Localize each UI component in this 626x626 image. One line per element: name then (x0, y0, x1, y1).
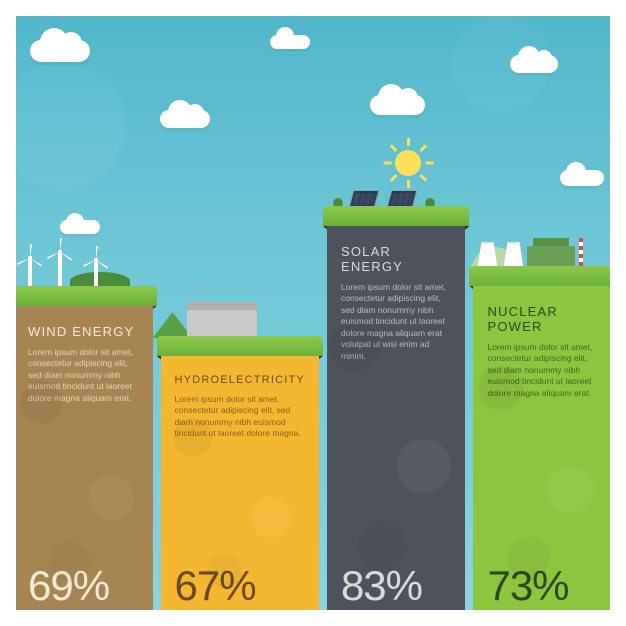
scene-solar (323, 178, 470, 226)
bar-body: Lorem ipsum dolor sit amet, consectetur … (175, 394, 305, 440)
bar-solar: SOLAR ENERGY Lorem ipsum dolor sit amet,… (327, 226, 466, 626)
bar-body: Lorem ipsum dolor sit amet, consectetur … (487, 342, 598, 399)
cloud-icon (30, 40, 90, 62)
wind-turbine-icon (28, 256, 32, 288)
bar-body: Lorem ipsum dolor sit amet, consectetur … (341, 282, 452, 362)
scene-hydro (157, 308, 323, 356)
wind-turbine-icon (58, 250, 62, 288)
cooling-tower-icon (503, 242, 523, 268)
cooling-tower-icon (477, 242, 497, 268)
bar-value: 73% (487, 562, 598, 610)
bar-body: Lorem ipsum dolor sit amet, consectetur … (28, 347, 139, 404)
sun-icon (395, 150, 421, 176)
bar-title: WIND ENERGY (28, 324, 139, 339)
bar-title: NUCLEAR POWER (487, 304, 598, 334)
cloud-icon (370, 95, 425, 115)
plant-building-icon (527, 246, 575, 268)
bar-value: 83% (341, 562, 452, 610)
dam-icon (187, 310, 257, 338)
bar-title: HYDROELECTRICITY (175, 374, 305, 386)
cloud-icon (510, 55, 558, 73)
cloud-icon (160, 110, 210, 128)
bar-hydro: HYDROELECTRICITY Lorem ipsum dolor sit a… (161, 356, 319, 626)
scene-nuclear (469, 238, 616, 286)
cloud-icon (560, 170, 604, 186)
scene-wind (10, 258, 157, 306)
bar-wind: WIND ENERGY Lorem ipsum dolor sit amet, … (14, 306, 153, 626)
wind-turbine-icon (94, 258, 98, 288)
bar-value: 67% (175, 562, 305, 610)
bar-title: SOLAR ENERGY (341, 244, 452, 274)
chimney-icon (579, 238, 583, 268)
cloud-icon (270, 35, 310, 49)
bar-nuclear: NUCLEAR POWER Lorem ipsum dolor sit amet… (473, 286, 612, 626)
bars-row: WIND ENERGY Lorem ipsum dolor sit amet, … (0, 226, 626, 626)
bar-value: 69% (28, 562, 139, 610)
